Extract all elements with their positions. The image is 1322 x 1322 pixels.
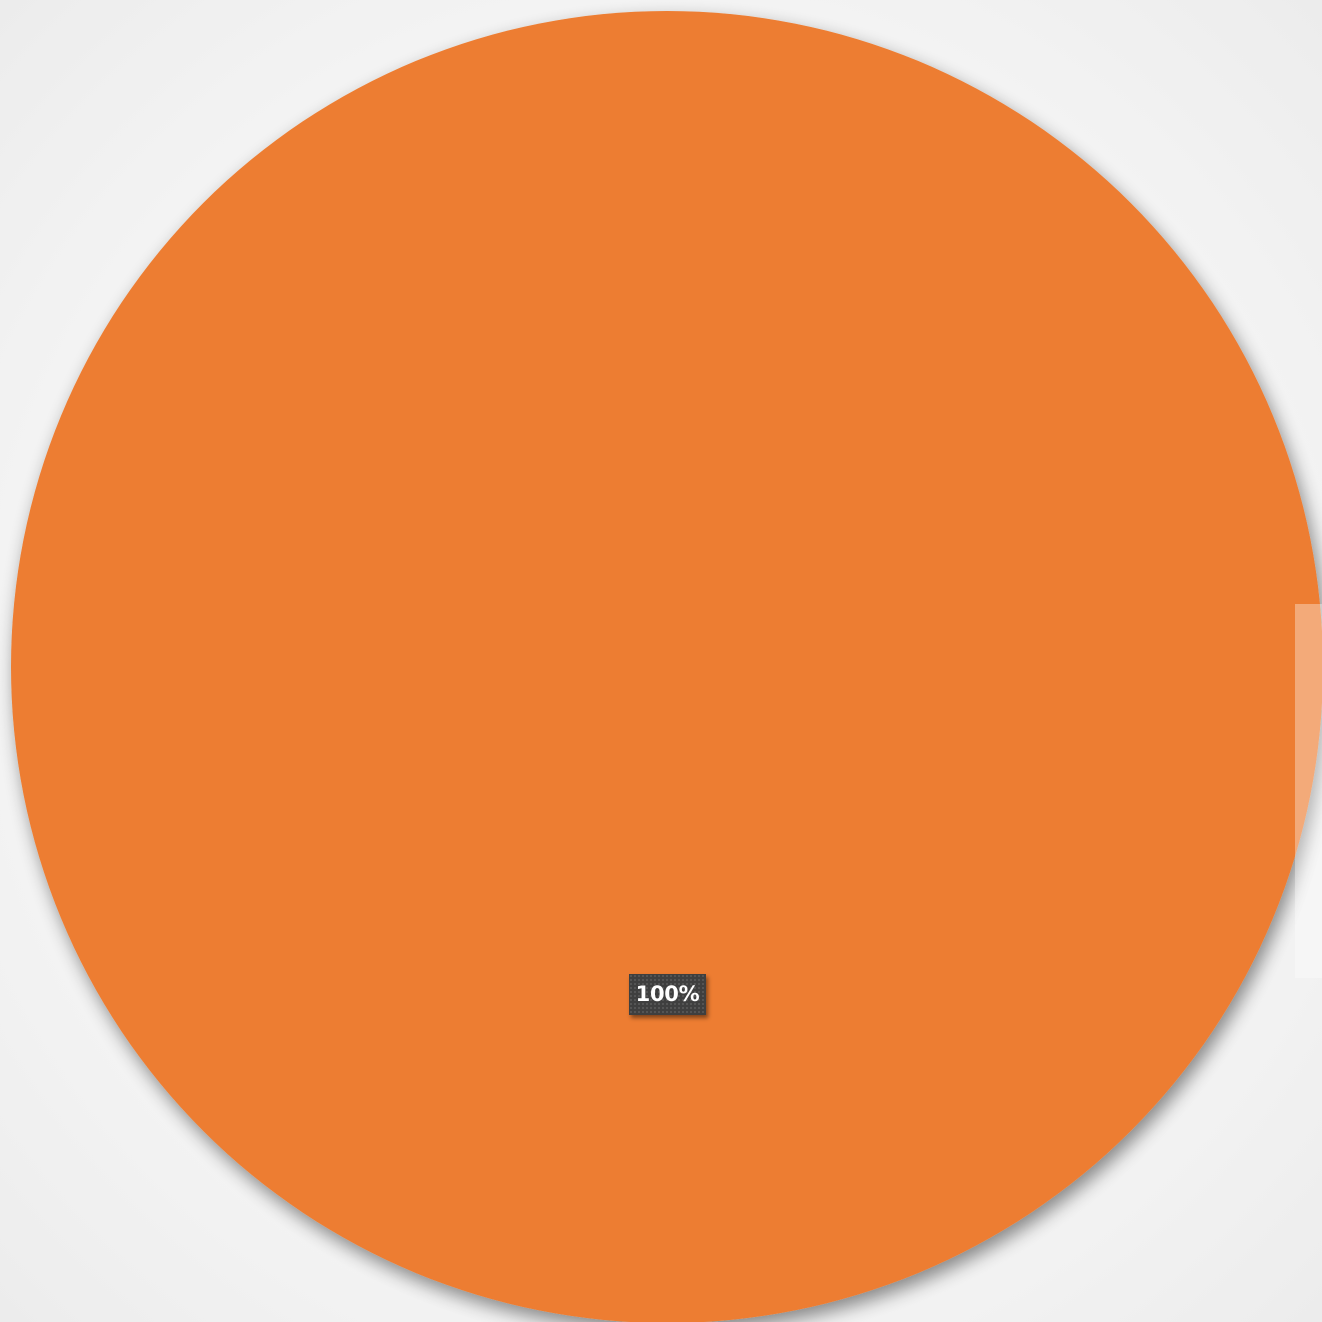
legend-area (1295, 604, 1322, 978)
pie-data-label: 100% (629, 974, 706, 1015)
pie-slice (11, 11, 1322, 1322)
